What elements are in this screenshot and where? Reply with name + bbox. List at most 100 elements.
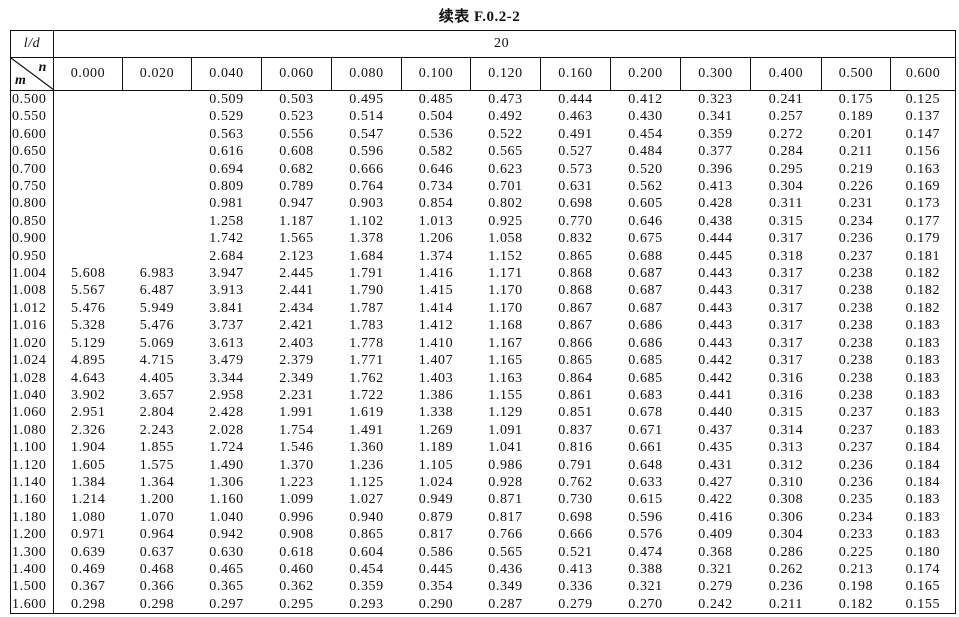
value-cell: 0.169	[890, 178, 957, 196]
value-cell	[54, 108, 123, 125]
value-cell: 0.443	[698, 283, 733, 299]
value-cell: 0.474	[628, 544, 663, 560]
value-cell: 1.403	[418, 370, 454, 386]
value-cell: 0.562	[628, 179, 663, 195]
m-value-cell: 0.700	[10, 160, 54, 179]
value-cell: 0.509	[209, 92, 244, 107]
table-row: 0.700 0.694 0.682 0.666 0.646 0.623 0.573 0.520…	[10, 160, 957, 179]
value-cell: 0.316	[768, 370, 804, 386]
value-cell: 0.484	[628, 144, 663, 160]
table-row: 0.650 0.616 0.608 0.596 0.582 0.565 0.527 0.484…	[10, 143, 957, 161]
value-cell: 1.904	[71, 440, 106, 456]
m-value-cell: 1.024	[10, 352, 54, 370]
value-cell: 1.783	[349, 318, 384, 334]
value-cell: 4.405	[139, 370, 175, 386]
value-cell: 0.694	[209, 161, 244, 177]
value-cell	[54, 195, 123, 212]
value-cell: 0.184	[890, 439, 957, 457]
value-cell: 0.354	[418, 579, 454, 595]
value-cell: 1.125	[349, 474, 384, 490]
value-cell: 0.616	[209, 144, 244, 160]
value-cell: 0.183	[890, 421, 957, 440]
value-cell: 0.582	[418, 144, 454, 160]
value-cell	[123, 213, 192, 230]
value-cell: 0.637	[139, 544, 175, 560]
value-cell: 0.341	[698, 109, 733, 125]
value-cell: 0.183	[890, 369, 957, 387]
value-cell: 1.384	[71, 474, 106, 490]
value-cell: 0.315	[768, 405, 804, 421]
value-cell: 0.318	[768, 248, 804, 264]
value-cell: 1.370	[279, 457, 314, 473]
value-cell: 0.241	[768, 92, 804, 107]
table-row: 1.100 1.904 1.855 1.724 1.546 1.360 1.189 1.041…	[10, 439, 957, 457]
value-cell: 4.643	[71, 370, 106, 386]
value-cell: 1.223	[279, 474, 314, 490]
value-cell: 0.286	[768, 544, 804, 560]
value-cell: 5.476	[139, 318, 175, 334]
value-cell: 0.413	[558, 561, 593, 577]
value-cell: 0.903	[349, 196, 384, 212]
m-value-cell: 0.750	[10, 178, 54, 196]
value-cell: 0.367	[71, 579, 106, 595]
table-row: 1.140 1.384 1.364 1.306 1.223 1.125 1.024 0.928…	[10, 473, 957, 492]
value-cell: 0.413	[698, 179, 733, 195]
value-cell: 0.409	[698, 527, 733, 543]
value-cell: 1.099	[279, 492, 314, 508]
value-cell: 0.183	[890, 404, 957, 422]
header-row-n: n m 0.000 0.020 0.040 0.060 0.080 0.100 0.120 0…	[10, 57, 957, 91]
value-cell: 0.864	[558, 370, 593, 386]
value-cell: 0.236	[838, 231, 874, 247]
value-cell: 0.868	[558, 283, 593, 299]
value-cell: 0.287	[470, 595, 541, 615]
value-cell: 0.181	[890, 247, 957, 266]
value-cell: 0.238	[838, 266, 874, 282]
value-cell: 1.170	[488, 283, 523, 299]
value-cell: 0.791	[558, 457, 593, 473]
value-cell: 1.091	[488, 422, 523, 438]
value-cell: 4.715	[139, 353, 175, 369]
value-cell: 0.454	[628, 126, 663, 142]
value-cell: 3.613	[209, 335, 244, 351]
value-cell: 0.623	[488, 161, 523, 177]
value-cell: 0.308	[768, 492, 804, 508]
value-cell: 0.503	[279, 92, 314, 107]
value-cell: 0.646	[628, 213, 663, 229]
value-cell: 1.155	[488, 387, 523, 403]
value-cell: 0.521	[558, 544, 593, 560]
value-cell: 0.174	[890, 560, 957, 579]
table-row: 1.020 5.129 5.069 3.613 2.403 1.778 1.410 1.167…	[10, 334, 957, 353]
value-cell: 0.427	[698, 474, 733, 490]
value-cell	[123, 195, 192, 212]
table-row: 0.800 0.981 0.947 0.903 0.854 0.802 0.698 0.605…	[10, 195, 957, 213]
value-cell: 0.298	[122, 595, 192, 615]
value-cell: 0.155	[890, 595, 957, 615]
value-cell: 1.407	[418, 353, 454, 369]
value-cell: 2.951	[71, 405, 106, 421]
value-cell: 1.360	[349, 440, 384, 456]
value-cell: 0.270	[610, 595, 681, 615]
m-value-cell: 1.040	[10, 386, 54, 405]
value-cell	[54, 161, 123, 178]
value-cell: 0.175	[838, 92, 874, 107]
value-cell	[123, 248, 192, 265]
value-cell: 0.630	[209, 544, 244, 560]
value-cell: 1.364	[139, 474, 175, 490]
value-cell: 0.586	[418, 544, 454, 560]
value-cell	[123, 178, 192, 195]
value-cell: 0.460	[279, 561, 314, 577]
value-cell: 0.789	[279, 179, 314, 195]
value-cell: 4.895	[71, 353, 106, 369]
value-cell: 0.608	[279, 144, 314, 160]
value-cell: 0.981	[209, 196, 244, 212]
table-row: 1.028 4.643 4.405 3.344 2.349 1.762 1.403 1.163…	[10, 369, 957, 387]
value-cell: 2.123	[279, 248, 314, 264]
value-cell: 0.867	[558, 300, 593, 316]
value-cell: 0.536	[418, 126, 454, 142]
value-cell: 0.317	[768, 266, 804, 282]
m-value-cell: 1.004	[10, 265, 54, 283]
value-cell: 0.442	[698, 370, 733, 386]
value-cell	[54, 248, 123, 265]
n-header-cell: 0.020	[122, 57, 192, 91]
value-cell: 0.365	[209, 579, 244, 595]
